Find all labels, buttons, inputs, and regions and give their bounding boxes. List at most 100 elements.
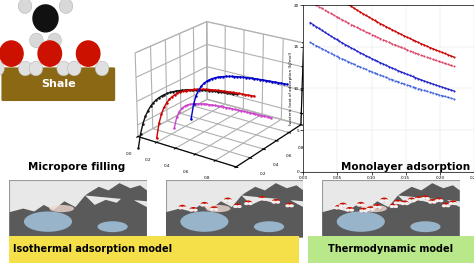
Y-axis label: Isosteric heat of adsorption (kJ/mol): Isosteric heat of adsorption (kJ/mol): [289, 52, 292, 125]
Circle shape: [340, 203, 346, 206]
Circle shape: [357, 204, 361, 206]
Polygon shape: [398, 183, 460, 201]
Circle shape: [194, 209, 197, 211]
Circle shape: [436, 198, 442, 201]
Circle shape: [182, 207, 186, 209]
Circle shape: [336, 205, 342, 209]
Circle shape: [371, 209, 374, 210]
Circle shape: [426, 198, 429, 199]
Circle shape: [412, 200, 415, 202]
Circle shape: [225, 198, 231, 201]
Circle shape: [205, 204, 208, 206]
Circle shape: [428, 201, 432, 203]
Polygon shape: [241, 183, 303, 201]
Ellipse shape: [24, 211, 72, 232]
Circle shape: [234, 204, 240, 207]
Circle shape: [374, 205, 380, 208]
Circle shape: [381, 200, 384, 202]
X-axis label: Absolute adsorption uptake (mol/g): Absolute adsorption uptake (mol/g): [345, 181, 432, 186]
Circle shape: [422, 198, 425, 199]
Circle shape: [210, 209, 214, 210]
Circle shape: [343, 205, 346, 207]
Ellipse shape: [410, 221, 440, 232]
Circle shape: [76, 41, 100, 66]
Circle shape: [18, 61, 32, 76]
Circle shape: [191, 208, 196, 211]
Circle shape: [347, 208, 353, 211]
Circle shape: [390, 206, 393, 208]
Ellipse shape: [206, 205, 230, 212]
Circle shape: [367, 207, 374, 210]
Circle shape: [442, 205, 446, 207]
Circle shape: [378, 206, 381, 208]
Circle shape: [224, 200, 228, 202]
Circle shape: [249, 203, 252, 205]
Circle shape: [272, 201, 275, 203]
Circle shape: [450, 201, 456, 204]
Text: Shale: Shale: [41, 79, 76, 89]
Circle shape: [398, 202, 401, 204]
Circle shape: [234, 206, 237, 208]
Circle shape: [419, 199, 422, 200]
Ellipse shape: [180, 211, 228, 232]
Circle shape: [391, 204, 397, 207]
Circle shape: [409, 198, 415, 201]
Circle shape: [273, 200, 279, 203]
Circle shape: [384, 200, 388, 202]
Bar: [308, 237, 474, 262]
Circle shape: [179, 205, 185, 209]
Circle shape: [18, 0, 32, 13]
Circle shape: [339, 207, 342, 209]
Circle shape: [381, 198, 387, 201]
Circle shape: [401, 203, 404, 205]
Circle shape: [38, 41, 62, 66]
Circle shape: [0, 41, 23, 66]
Circle shape: [179, 207, 182, 209]
Text: Monolayer adsorption: Monolayer adsorption: [341, 162, 470, 172]
Circle shape: [395, 200, 401, 204]
Polygon shape: [9, 194, 147, 238]
Circle shape: [276, 201, 280, 203]
Circle shape: [429, 200, 435, 203]
Circle shape: [416, 197, 421, 200]
Polygon shape: [85, 183, 147, 201]
Circle shape: [95, 61, 109, 76]
Circle shape: [360, 210, 363, 212]
Circle shape: [364, 210, 367, 212]
Circle shape: [67, 61, 81, 76]
Ellipse shape: [254, 221, 284, 232]
Circle shape: [447, 205, 450, 207]
Circle shape: [57, 61, 71, 76]
Ellipse shape: [49, 205, 74, 212]
Circle shape: [287, 203, 292, 206]
Circle shape: [48, 33, 62, 48]
Circle shape: [346, 209, 349, 211]
Circle shape: [258, 199, 262, 200]
Circle shape: [422, 196, 428, 199]
Circle shape: [259, 197, 265, 200]
Circle shape: [350, 209, 354, 211]
Circle shape: [245, 203, 248, 205]
FancyBboxPatch shape: [1, 67, 115, 101]
Circle shape: [33, 5, 58, 32]
Circle shape: [433, 201, 436, 203]
Polygon shape: [322, 194, 460, 238]
Bar: [9, 237, 299, 262]
Circle shape: [246, 201, 251, 204]
Circle shape: [0, 61, 4, 76]
Circle shape: [29, 33, 43, 48]
Circle shape: [335, 207, 338, 209]
Circle shape: [453, 203, 456, 205]
Circle shape: [405, 203, 409, 205]
Circle shape: [237, 206, 241, 208]
Circle shape: [436, 200, 439, 202]
Circle shape: [339, 205, 343, 207]
Circle shape: [190, 209, 193, 211]
Circle shape: [374, 206, 377, 208]
Circle shape: [361, 204, 365, 206]
Circle shape: [367, 209, 370, 210]
Circle shape: [394, 206, 397, 208]
Circle shape: [263, 199, 266, 200]
Circle shape: [358, 202, 364, 206]
Circle shape: [361, 208, 366, 212]
